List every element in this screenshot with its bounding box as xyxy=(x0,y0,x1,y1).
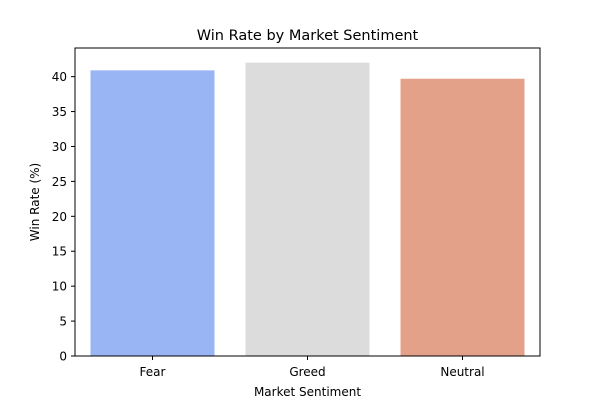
y-axis: 0 5 10 15 20 25 30 35 40 xyxy=(52,70,75,364)
x-tick-label: Neutral xyxy=(440,365,484,379)
x-tick-label: Greed xyxy=(289,365,325,379)
y-tick-label: 25 xyxy=(52,175,67,189)
y-tick-label: 30 xyxy=(52,140,67,154)
x-axis: Fear Greed Neutral xyxy=(140,356,485,379)
chart-title: Win Rate by Market Sentiment xyxy=(197,28,419,44)
bar-neutral xyxy=(400,78,525,356)
y-tick-label: 0 xyxy=(59,350,67,364)
y-tick-label: 15 xyxy=(52,245,67,259)
y-tick-label: 35 xyxy=(52,105,67,119)
x-tick-label: Fear xyxy=(140,365,166,379)
y-tick-label: 5 xyxy=(59,315,67,329)
y-axis-title: Win Rate (%) xyxy=(28,163,42,241)
bar-greed xyxy=(245,62,370,357)
y-tick-label: 10 xyxy=(52,280,67,294)
bars-layer xyxy=(90,62,525,357)
y-tick-label: 20 xyxy=(52,210,67,224)
x-axis-title: Market Sentiment xyxy=(254,385,361,399)
y-tick-label: 40 xyxy=(52,70,67,84)
bar-fear xyxy=(90,70,215,356)
